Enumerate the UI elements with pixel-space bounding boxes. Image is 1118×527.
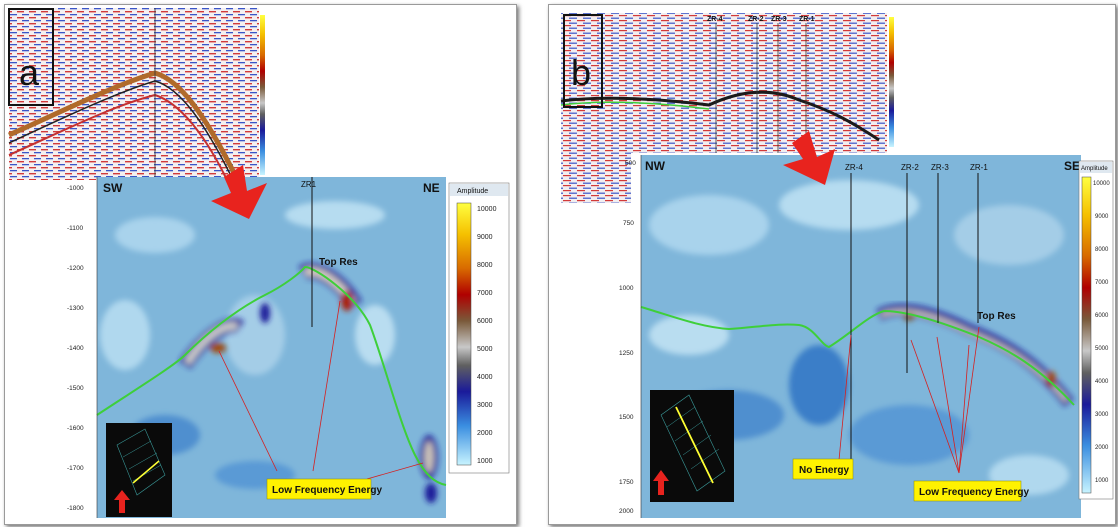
depth-tick-a-8: -1800 xyxy=(67,505,84,512)
orientation-right-a: NE xyxy=(423,181,440,195)
inset-well-label-zr1: ZR-1 xyxy=(799,16,815,23)
panel-letter-box-a xyxy=(8,8,54,106)
well-label-zr4: ZR-4 xyxy=(845,163,863,172)
colorbar-tick-a-4: 6000 xyxy=(477,318,493,325)
colorbar-tick-b-5: 5000 xyxy=(1095,346,1109,352)
depth-axis-b: 500 750 1000 1250 1500 1750 2000 xyxy=(619,155,642,518)
seismic-inset-a xyxy=(7,8,265,181)
callout-low-frequency-b: Low Frequency Energy xyxy=(913,480,1029,502)
depth-tick-b-top: 500 xyxy=(625,160,636,167)
colorbar-tick-b-7: 3000 xyxy=(1095,412,1109,418)
orientation-left-b: NW xyxy=(645,159,666,173)
panel-letter-b: b xyxy=(571,52,591,93)
top-res-label-a: Top Res xyxy=(319,257,358,268)
colorbar-tick-b-3: 7000 xyxy=(1095,280,1109,286)
inset-well-label-zr2: ZR-2 xyxy=(748,16,764,23)
energy-pointer-lines-a xyxy=(218,300,424,480)
panel-letter-a: a xyxy=(19,52,40,93)
depth-tick-a-3: -1300 xyxy=(67,305,84,312)
colorbar-tick-a-9: 1000 xyxy=(477,458,493,465)
depth-tick-b-1: 1000 xyxy=(619,285,634,292)
colorbar-tick-b-0: 10000 xyxy=(1093,181,1110,187)
colorbar-title-b: Amplitude xyxy=(1081,166,1108,172)
callout-no-energy-text: No Energy xyxy=(799,465,849,476)
callout-text-b: Low Frequency Energy xyxy=(919,487,1029,498)
colorbar-tick-b-8: 2000 xyxy=(1095,445,1109,451)
colorbar-tick-b-1: 9000 xyxy=(1095,214,1109,220)
colorbar-tick-a-6: 4000 xyxy=(477,374,493,381)
orientation-right-b: SE xyxy=(1064,159,1080,173)
depth-tick-a-1: -1100 xyxy=(67,225,84,232)
colorbar-tick-a-7: 3000 xyxy=(477,402,493,409)
inset-well-label-zr4: ZR-4 xyxy=(707,16,723,23)
depth-tick-a-4: -1400 xyxy=(67,345,84,352)
colorbar-tick-a-3: 7000 xyxy=(477,290,493,297)
well-label-zr1: ZR-1 xyxy=(970,163,988,172)
depth-tick-a-7: -1700 xyxy=(67,465,84,472)
panel-b: ZR-4 ZR-2 ZR-3 ZR-1 b xyxy=(548,4,1116,525)
depth-tick-b-3: 1500 xyxy=(619,414,634,421)
depth-tick-b-2: 1250 xyxy=(619,350,634,357)
energy-pointer-lines-b xyxy=(838,326,980,474)
top-reservoir-horizon-b xyxy=(640,306,1075,406)
panel-a: a ZR1 SW xyxy=(4,4,517,525)
north-arrow-icon-a xyxy=(114,490,130,513)
colorbar-tick-b-9: 1000 xyxy=(1095,478,1109,484)
amplitude-colorbar-a: Amplitude 10000 9000 8000 7000 6000 5000… xyxy=(448,182,510,474)
panel-a-figure: a ZR1 SW xyxy=(7,8,510,518)
depth-tick-a-2: -1200 xyxy=(67,265,84,272)
colorbar-tick-b-4: 6000 xyxy=(1095,313,1109,319)
seismic-inset-b: ZR-4 ZR-2 ZR-3 ZR-1 xyxy=(560,13,894,203)
well-label-zr3: ZR-3 xyxy=(931,163,949,172)
colorbar-tick-a-5: 5000 xyxy=(477,346,493,353)
well-label-zr2: ZR-2 xyxy=(901,163,919,172)
pointer-arrow-a xyxy=(211,165,267,219)
base-map-inset-a xyxy=(106,423,172,517)
depth-tick-b-4: 1750 xyxy=(619,479,634,486)
top-reservoir-horizon-a xyxy=(96,265,447,486)
colorbar-tick-a-2: 8000 xyxy=(477,262,493,269)
base-map-inset-b xyxy=(650,390,734,502)
depth-tick-a-0: -1000 xyxy=(67,185,84,192)
colorbar-tick-a-0: 10000 xyxy=(477,206,497,213)
depth-tick-a-5: -1500 xyxy=(67,385,84,392)
depth-tick-b-5: 2000 xyxy=(619,508,634,515)
panel-b-figure: ZR-4 ZR-2 ZR-3 ZR-1 b xyxy=(560,13,1114,518)
colorbar-tick-b-6: 4000 xyxy=(1095,379,1109,385)
callout-text-a: Low Frequency Energy xyxy=(272,485,382,496)
orientation-left-a: SW xyxy=(103,181,123,195)
well-label-zr1: ZR1 xyxy=(301,180,317,189)
inset-well-label-zr3: ZR-3 xyxy=(771,16,787,23)
callout-no-energy-b: No Energy xyxy=(792,458,854,480)
colorbar-tick-a-8: 2000 xyxy=(477,430,493,437)
panel-letter-box-b xyxy=(563,14,603,108)
north-arrow-icon-b xyxy=(653,470,669,495)
top-res-label-b: Top Res xyxy=(977,311,1016,322)
pointer-arrow-b xyxy=(783,131,835,185)
colorbar-tick-b-2: 8000 xyxy=(1095,247,1109,253)
depth-tick-a-6: -1600 xyxy=(67,425,84,432)
depth-axis-a: -1000 -1100 -1200 -1300 -1400 -1500 -160… xyxy=(67,177,98,518)
callout-low-frequency-a: Low Frequency Energy xyxy=(266,478,382,500)
depth-tick-b-0: 750 xyxy=(623,220,634,227)
colorbar-tick-a-1: 9000 xyxy=(477,234,493,241)
colorbar-title-a: Amplitude xyxy=(457,188,488,195)
amplitude-colorbar-b: Amplitude 10000 9000 8000 7000 6000 5000… xyxy=(1078,160,1114,500)
